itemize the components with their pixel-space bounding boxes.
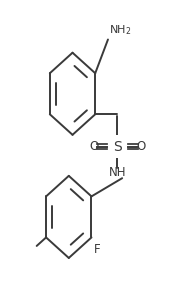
Text: NH: NH <box>109 166 126 179</box>
FancyBboxPatch shape <box>108 135 127 158</box>
Text: S: S <box>113 139 122 154</box>
Text: O: O <box>136 140 146 153</box>
Text: F: F <box>94 243 100 256</box>
Text: O: O <box>89 140 99 153</box>
Text: NH$_2$: NH$_2$ <box>109 23 131 37</box>
